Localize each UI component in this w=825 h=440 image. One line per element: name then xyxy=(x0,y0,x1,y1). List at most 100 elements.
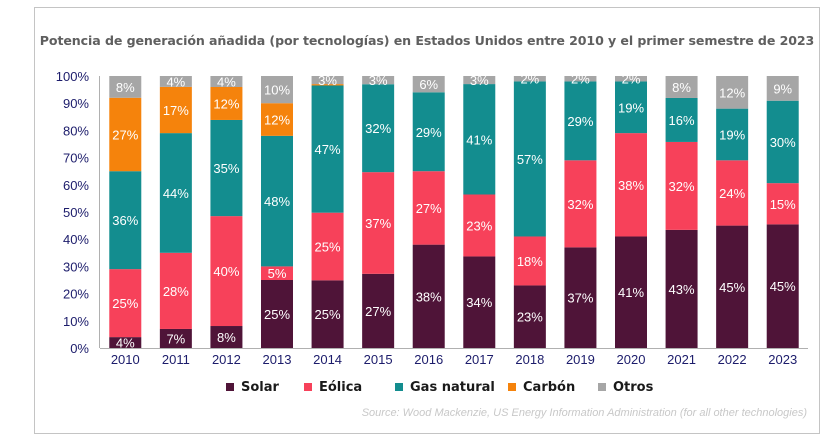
legend-item: Gas natural xyxy=(395,377,495,397)
legend-item: Otros xyxy=(598,377,653,397)
bar-segment-gas-natural xyxy=(109,171,142,270)
x-tick-label: 2014 xyxy=(313,352,342,367)
bar-segment-gas-natural xyxy=(564,81,597,161)
bar-segment-solar xyxy=(564,247,597,348)
legend-label: Gas natural xyxy=(410,379,495,395)
y-tick-label: 0% xyxy=(70,341,89,356)
data-label: 4% xyxy=(166,74,185,89)
data-label: 57% xyxy=(517,152,543,167)
data-label: 15% xyxy=(770,197,796,212)
data-label: 19% xyxy=(618,100,644,115)
y-tick-label: 80% xyxy=(63,123,89,138)
data-label: 37% xyxy=(365,216,391,231)
data-label: 37% xyxy=(567,291,593,306)
y-tick-label: 30% xyxy=(63,259,89,274)
data-label: 29% xyxy=(416,125,442,140)
data-label: 2% xyxy=(622,72,641,87)
bar-segment-gas-natural xyxy=(210,119,243,217)
bar-segment-gas-natural xyxy=(463,84,496,195)
bar-segment-solar xyxy=(615,236,647,348)
bar-segment-carbon xyxy=(210,86,243,120)
data-label: 25% xyxy=(315,307,341,322)
x-tick-label: 2019 xyxy=(566,352,595,367)
data-label: 43% xyxy=(669,282,695,297)
y-tick-label: 10% xyxy=(63,314,89,329)
data-label: 38% xyxy=(618,178,644,193)
bar-segment-eolica xyxy=(261,266,293,280)
data-label: 4% xyxy=(217,74,236,89)
data-label: 35% xyxy=(213,161,239,176)
data-label: 36% xyxy=(112,213,138,228)
data-label: 17% xyxy=(163,103,189,118)
data-label: 38% xyxy=(416,289,442,304)
data-label: 32% xyxy=(669,179,695,194)
data-label: 12% xyxy=(264,113,290,128)
data-label: 12% xyxy=(719,85,745,100)
bar-segment-otros xyxy=(463,76,496,85)
bar-segment-solar xyxy=(513,285,546,348)
bar-segment-gas-natural xyxy=(311,85,344,213)
data-label: 19% xyxy=(719,127,745,142)
bar-segment-carbon xyxy=(311,84,344,86)
data-label: 30% xyxy=(770,135,796,150)
bar-segment-eolica xyxy=(109,269,142,338)
data-label: 10% xyxy=(264,83,290,98)
data-label: 8% xyxy=(672,80,691,95)
data-label: 25% xyxy=(315,240,341,255)
bar-segment-eolica xyxy=(210,216,243,327)
y-tick-label: 40% xyxy=(63,232,89,247)
bar-segment-otros xyxy=(564,76,597,82)
bar-segment-solar xyxy=(109,337,142,348)
legend-swatch xyxy=(226,383,234,391)
data-label: 24% xyxy=(719,186,745,201)
data-label: 41% xyxy=(618,285,644,300)
data-label: 27% xyxy=(112,127,138,142)
y-tick-label: 90% xyxy=(63,96,89,111)
bar-segment-eolica xyxy=(412,171,445,245)
data-label: 45% xyxy=(719,280,745,295)
data-label: 3% xyxy=(369,73,388,88)
data-label: 28% xyxy=(163,284,189,299)
bar-segment-eolica xyxy=(615,133,647,237)
bar-segment-gas-natural xyxy=(159,133,192,253)
bar-segment-carbon xyxy=(109,97,142,172)
data-label: 48% xyxy=(264,194,290,209)
x-tick-label: 2015 xyxy=(364,352,393,367)
bar-segment-otros xyxy=(362,76,395,85)
data-label: 9% xyxy=(773,81,792,96)
bar-segment-eolica xyxy=(463,194,496,257)
data-label: 4% xyxy=(116,336,135,351)
bar-segment-solar xyxy=(261,280,293,348)
x-tick-label: 2011 xyxy=(162,352,190,367)
x-tick-label: 2010 xyxy=(111,352,140,367)
source-note: Source: Wood Mackenzie, US Energy Inform… xyxy=(361,407,807,419)
y-tick-label: 20% xyxy=(63,287,89,302)
data-label: 8% xyxy=(217,330,236,345)
bar-segment-otros xyxy=(615,76,647,82)
legend-swatch xyxy=(304,383,312,391)
bar-segment-otros xyxy=(766,76,799,101)
legend-label: Carbón xyxy=(523,379,576,395)
x-tick-label: 2016 xyxy=(414,352,443,367)
data-label: 41% xyxy=(466,132,492,147)
data-label: 27% xyxy=(365,304,391,319)
bar-segment-solar xyxy=(463,256,496,348)
data-label: 34% xyxy=(466,295,492,310)
data-label: 32% xyxy=(365,121,391,136)
bar-segment-gas-natural xyxy=(716,108,749,161)
x-tick-label: 2013 xyxy=(263,352,292,367)
data-label: 23% xyxy=(466,218,492,233)
bar-segment-eolica xyxy=(513,236,546,286)
bar-segment-solar xyxy=(210,326,243,348)
chart-frame xyxy=(34,7,820,434)
data-label: 29% xyxy=(567,114,593,129)
data-label: 2% xyxy=(520,72,539,87)
legend-item: Eólica xyxy=(304,377,362,397)
bar-segment-solar xyxy=(159,328,192,348)
data-label: 8% xyxy=(116,80,135,95)
bar-segment-solar xyxy=(716,225,749,348)
data-label: 2% xyxy=(571,72,590,87)
bar-segment-otros xyxy=(261,76,293,104)
y-tick-label: 70% xyxy=(63,151,89,166)
